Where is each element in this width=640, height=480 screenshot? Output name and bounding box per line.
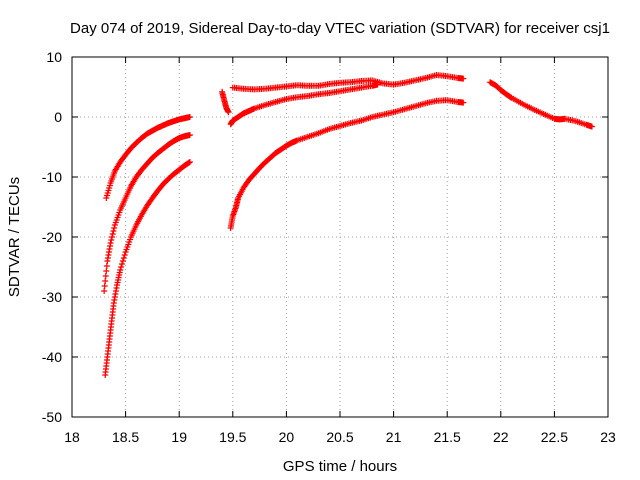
- y-tick-label: -30: [42, 289, 62, 305]
- x-tick-labels: 18 18.5 19 19.5 20 20.5 21 21.5 22 22.5 23: [64, 429, 616, 445]
- data-point: [460, 75, 467, 82]
- x-tick-label: 19: [171, 429, 187, 445]
- series-arc-3: [102, 159, 193, 378]
- x-tick-label: 21: [386, 429, 402, 445]
- grid-lines: [72, 57, 608, 417]
- x-tick-label: 18.5: [112, 429, 139, 445]
- y-tick-label: 10: [46, 49, 62, 65]
- series-arc-5: [227, 81, 381, 128]
- data-point: [107, 240, 114, 246]
- data-point: [117, 267, 124, 273]
- x-axis-label: GPS time / hours: [283, 458, 397, 475]
- data-point: [109, 231, 116, 237]
- y-tick-label: 0: [54, 109, 62, 125]
- data-point: [119, 258, 126, 264]
- x-tick-label: 20.5: [326, 429, 353, 445]
- y-axis-label: SDTVAR / TECUs: [6, 177, 23, 297]
- y-tick-label: -20: [42, 229, 62, 245]
- y-tick-label: -50: [42, 409, 62, 425]
- series-arc-8: [487, 79, 595, 130]
- series-arc-7: [229, 72, 467, 93]
- x-tick-label: 20: [279, 429, 295, 445]
- series-arc-1: [103, 114, 193, 201]
- data-point: [118, 264, 125, 270]
- data-point: [108, 237, 115, 243]
- x-tick-label: 22: [493, 429, 509, 445]
- data-point: [186, 132, 193, 138]
- x-tick-label: 21.5: [434, 429, 461, 445]
- x-tick-label: 23: [600, 429, 616, 445]
- data-point: [588, 123, 595, 130]
- data-point: [186, 159, 193, 165]
- y-tick-labels: 10 0 -10 -20 -30 -40 -50: [42, 49, 62, 425]
- data-point: [110, 228, 117, 234]
- series-arc-2: [101, 132, 193, 294]
- x-tick-label: 22.5: [541, 429, 568, 445]
- data-point: [109, 234, 116, 240]
- series-arc-4: [227, 97, 467, 231]
- data-point: [121, 252, 128, 258]
- data-point: [111, 225, 118, 231]
- x-tick-label: 19.5: [219, 429, 246, 445]
- data-point: [186, 114, 193, 120]
- data-point: [119, 261, 126, 267]
- data-point: [225, 109, 232, 116]
- axis-ticks: [71, 56, 609, 418]
- y-tick-label: -10: [42, 169, 62, 185]
- data-point: [120, 255, 127, 261]
- chart-title: Day 074 of 2019, Sidereal Day-to-day VTE…: [70, 20, 610, 37]
- series-arc-6: [219, 88, 232, 116]
- x-tick-label: 18: [64, 429, 80, 445]
- y-tick-label: -40: [42, 349, 62, 365]
- data-markers: [101, 72, 595, 378]
- data-point: [460, 99, 467, 106]
